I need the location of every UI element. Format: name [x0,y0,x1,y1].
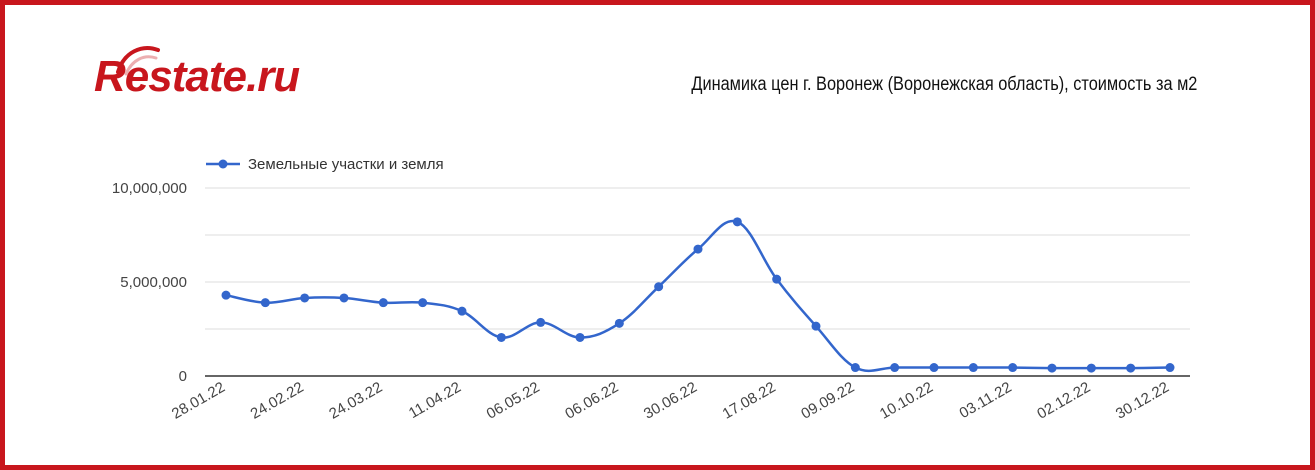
data-point[interactable] [496,332,506,342]
gridlines [205,187,1190,377]
x-tick-label: 11.04.22 [406,379,464,422]
logo-text: Restate.ru [94,52,300,101]
data-point[interactable] [890,363,900,373]
data-point[interactable] [536,317,546,327]
x-tick-label: 24.03.22 [326,379,385,423]
x-tick-label: 09.09.22 [798,379,857,423]
y-tick-label: 5,000,000 [120,274,187,291]
data-point[interactable] [693,244,703,254]
data-point[interactable] [732,217,742,227]
data-point[interactable] [1165,363,1175,373]
data-point[interactable] [339,293,349,303]
x-axis-ticks: 28.01.22 24.02.22 24.03.22 11.04.22 06.05.22… [169,379,1172,423]
legend-label: Земельные участки и земля [248,156,444,173]
y-tick-label: 0 [179,368,187,385]
data-point[interactable] [1047,363,1057,373]
x-tick-label: 02.12.22 [1034,379,1093,423]
x-tick-label: 28.01.22 [169,379,228,423]
data-point[interactable] [575,332,585,342]
x-tick-label: 24.02.22 [248,379,307,423]
data-point[interactable] [300,293,310,303]
data-point[interactable] [260,298,270,308]
legend[interactable]: Земельные участки и земля [206,156,444,173]
x-tick-label: 03.11.22 [957,379,1015,422]
data-point[interactable] [1008,363,1018,373]
data-point[interactable] [929,363,939,373]
data-point[interactable] [1086,363,1096,373]
data-point[interactable] [378,298,388,308]
x-tick-label: 10.10.22 [877,379,936,423]
y-tick-label: 10,000,000 [112,180,187,197]
data-point[interactable] [1126,363,1136,373]
data-point[interactable] [614,318,624,328]
logo-swoosh-icon [116,46,160,76]
x-tick-label: 06.05.22 [484,379,543,423]
series-line [225,219,1171,373]
data-point[interactable] [654,282,664,292]
data-point[interactable] [457,306,467,316]
x-tick-label: 30.06.22 [641,379,700,423]
x-tick-label: 17.08.22 [720,379,779,423]
x-tick-label: 06.06.22 [562,379,621,423]
data-point[interactable] [850,363,860,373]
data-point[interactable] [418,298,428,308]
x-tick-label: 30.12.22 [1113,379,1172,423]
chart-title: Динамика цен г. Воронеж (Воронежская обл… [690,74,1197,95]
data-point[interactable] [772,274,782,284]
restate-logo[interactable]: Restate.ru [94,46,314,106]
data-point[interactable] [221,290,231,300]
data-point[interactable] [968,363,978,373]
series-layer [221,217,1175,373]
legend-marker-icon [218,159,228,169]
y-axis-ticks: 0 5,000,000 10,000,000 [112,180,187,385]
data-point[interactable] [811,321,821,331]
